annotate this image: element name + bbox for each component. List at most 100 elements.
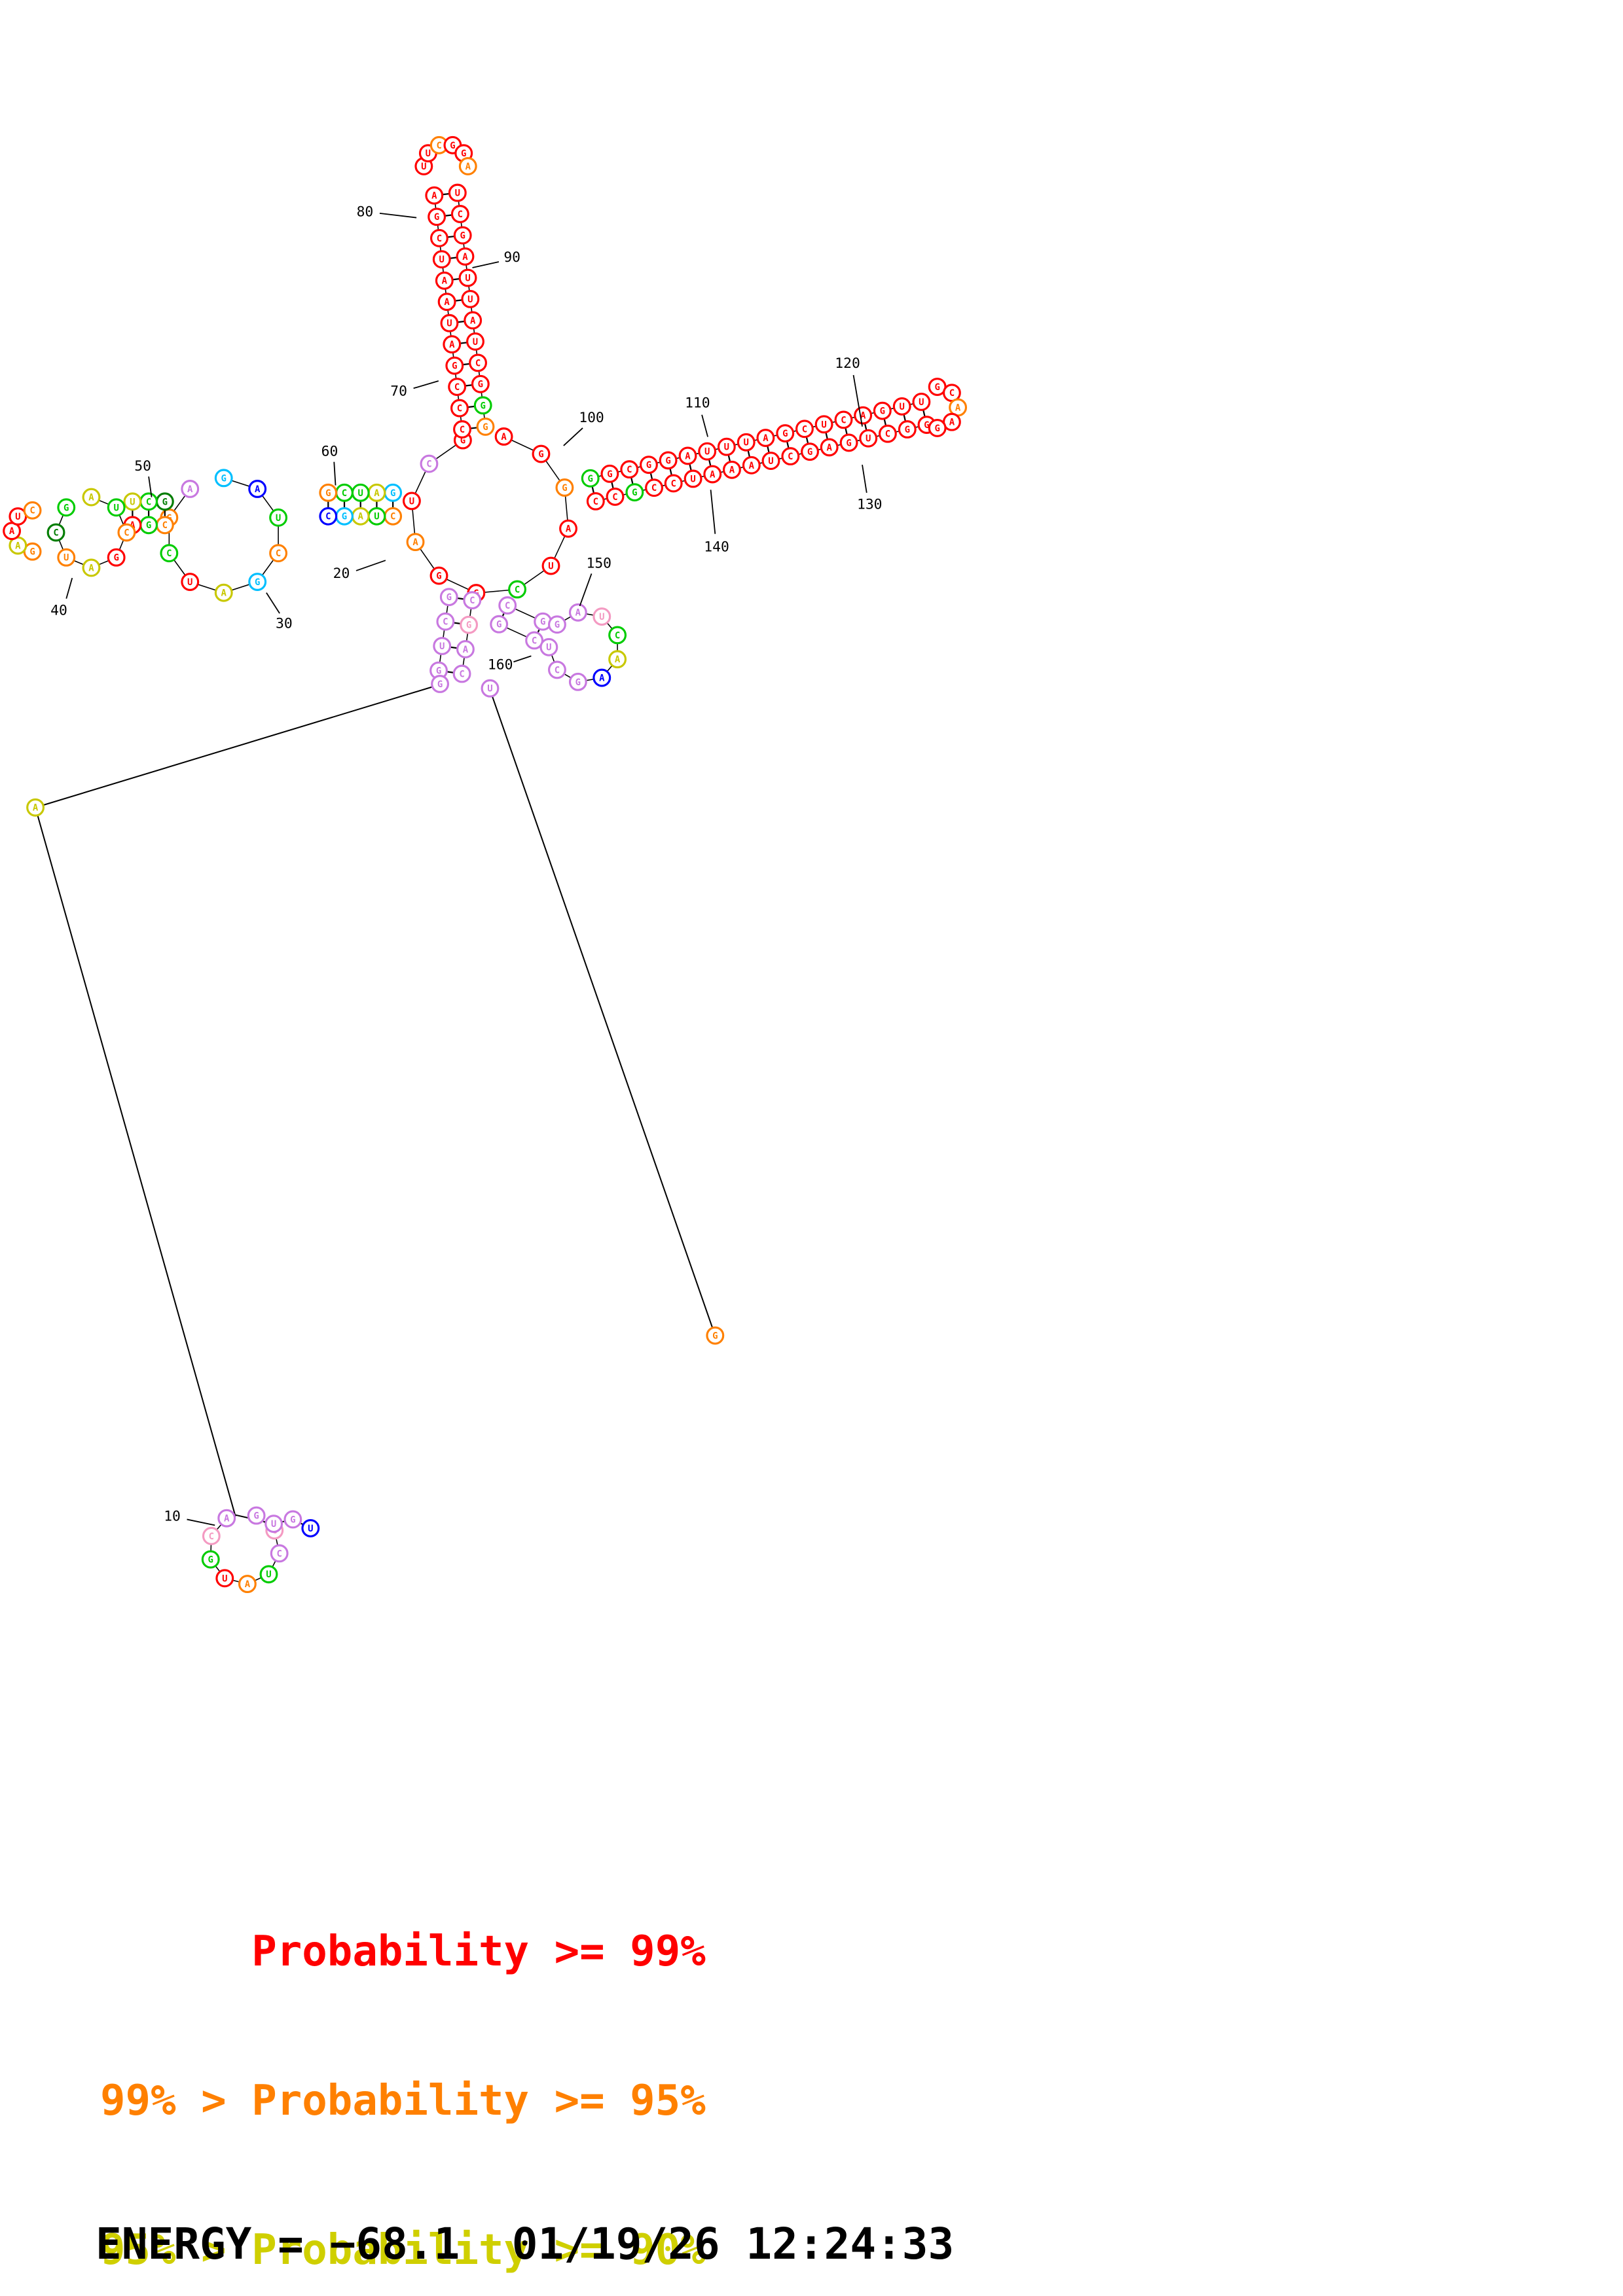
svg-text:G: G [436, 666, 441, 676]
position-labels: 10 20 30 40 50 60 70 80 90 100 110 120 130 140 150 160 [50, 204, 883, 1526]
svg-text:G: G [460, 436, 465, 446]
svg-text:G: G [208, 1555, 213, 1566]
svg-text:U: U [455, 188, 460, 199]
svg-text:A: A [88, 563, 94, 573]
svg-text:C: C [651, 483, 657, 493]
svg-text:G: G [555, 620, 560, 630]
svg-text:30: 30 [276, 616, 293, 632]
svg-text:U: U [919, 397, 924, 408]
svg-text:U: U [744, 438, 749, 448]
svg-text:A: A [465, 162, 471, 172]
single-nt: G [431, 675, 449, 693]
svg-text:A: A [33, 803, 39, 814]
left-internal-loop-2: A U C G A U C G [46, 488, 136, 577]
svg-text:C: C [457, 404, 462, 414]
single-nt-far-left: A [26, 798, 45, 817]
svg-text:U: U [222, 1573, 227, 1584]
svg-text:C: C [469, 596, 475, 606]
svg-text:G: G [807, 447, 812, 457]
svg-text:C: C [209, 1532, 214, 1542]
svg-text:U: U [546, 643, 551, 653]
svg-text:140: 140 [704, 539, 729, 556]
svg-text:A: A [358, 512, 364, 522]
svg-text:40: 40 [50, 602, 67, 619]
svg-text:A: A [221, 588, 227, 599]
svg-text:A: A [685, 451, 691, 461]
svg-text:C: C [437, 141, 442, 151]
svg-text:C: C [443, 617, 448, 628]
svg-text:G: G [436, 571, 441, 582]
svg-text:A: A [599, 673, 605, 683]
svg-text:U: U [426, 149, 431, 159]
central-multiloop: AGGAUCGGAUCG [402, 427, 577, 603]
svg-text:C: C [802, 424, 807, 435]
svg-text:C: C [342, 488, 347, 499]
svg-text:C: C [29, 506, 35, 516]
svg-text:C: C [276, 548, 281, 559]
svg-text:A: A [710, 469, 716, 480]
svg-text:C: C [426, 459, 431, 470]
svg-text:C: C [949, 388, 955, 399]
svg-text:G: G [146, 520, 151, 531]
svg-text:G: G [342, 512, 347, 522]
legend-line-p99: Probability >= 99% [100, 1928, 706, 1976]
svg-text:A: A [470, 315, 476, 326]
svg-text:G: G [496, 620, 501, 630]
svg-text:C: C [627, 465, 632, 475]
svg-text:U: U [266, 1570, 271, 1580]
svg-text:A: A [444, 297, 450, 308]
svg-text:A: A [615, 655, 621, 665]
svg-text:U: U [465, 273, 470, 283]
backbone-link-right [489, 689, 716, 1336]
svg-text:U: U [130, 497, 135, 507]
svg-text:A: A [729, 465, 735, 476]
svg-text:A: A [501, 432, 507, 442]
left-internal-loop: G A U C G A U C G A [160, 469, 288, 602]
svg-text:C: C [532, 636, 537, 646]
svg-text:A: A [431, 191, 437, 202]
top-hairpin-loop: UUC GGA [414, 135, 477, 175]
svg-text:G: G [461, 149, 466, 159]
energy-readout: ENERGY = −68.1 01/19/26 12:24:33 [96, 2219, 955, 2269]
svg-text:60: 60 [321, 444, 338, 460]
svg-text:G: G [29, 547, 35, 558]
svg-text:G: G [221, 473, 227, 484]
five-prime-nt: U [264, 1515, 283, 1534]
svg-text:G: G [64, 503, 69, 513]
svg-text:A: A [462, 252, 468, 262]
svg-text:U: U [548, 561, 553, 571]
svg-text:U: U [599, 612, 604, 622]
svg-text:A: A [949, 418, 955, 428]
svg-text:U: U [374, 512, 379, 522]
svg-text:G: G [113, 553, 119, 564]
single-nt: U [481, 679, 500, 698]
svg-text:C: C [555, 665, 560, 675]
svg-text:U: U [113, 503, 119, 513]
svg-text:A: A [860, 411, 866, 422]
svg-text:10: 10 [164, 1509, 181, 1525]
svg-text:U: U [724, 442, 729, 453]
svg-text:G: G [253, 1511, 259, 1522]
five-prime-nt: U [301, 1518, 320, 1537]
svg-text:U: U [64, 553, 69, 564]
svg-text:A: A [442, 276, 448, 287]
svg-text:G: G [434, 212, 439, 223]
svg-text:A: A [255, 484, 261, 495]
svg-text:U: U [421, 162, 426, 172]
svg-text:G: G [255, 577, 260, 588]
svg-text:C: C [671, 478, 676, 489]
svg-text:G: G [290, 1515, 295, 1525]
svg-text:A: A [412, 537, 418, 548]
single-nt-far-right: G [706, 1326, 725, 1345]
svg-text:G: G [325, 488, 331, 499]
svg-text:A: A [374, 488, 380, 499]
svg-text:G: G [905, 425, 910, 435]
svg-text:G: G [712, 1331, 718, 1341]
svg-text:G: G [447, 592, 452, 603]
legend-line-p95: 99% > Probability >= 95% [100, 2077, 706, 2125]
svg-text:C: C [162, 520, 168, 531]
